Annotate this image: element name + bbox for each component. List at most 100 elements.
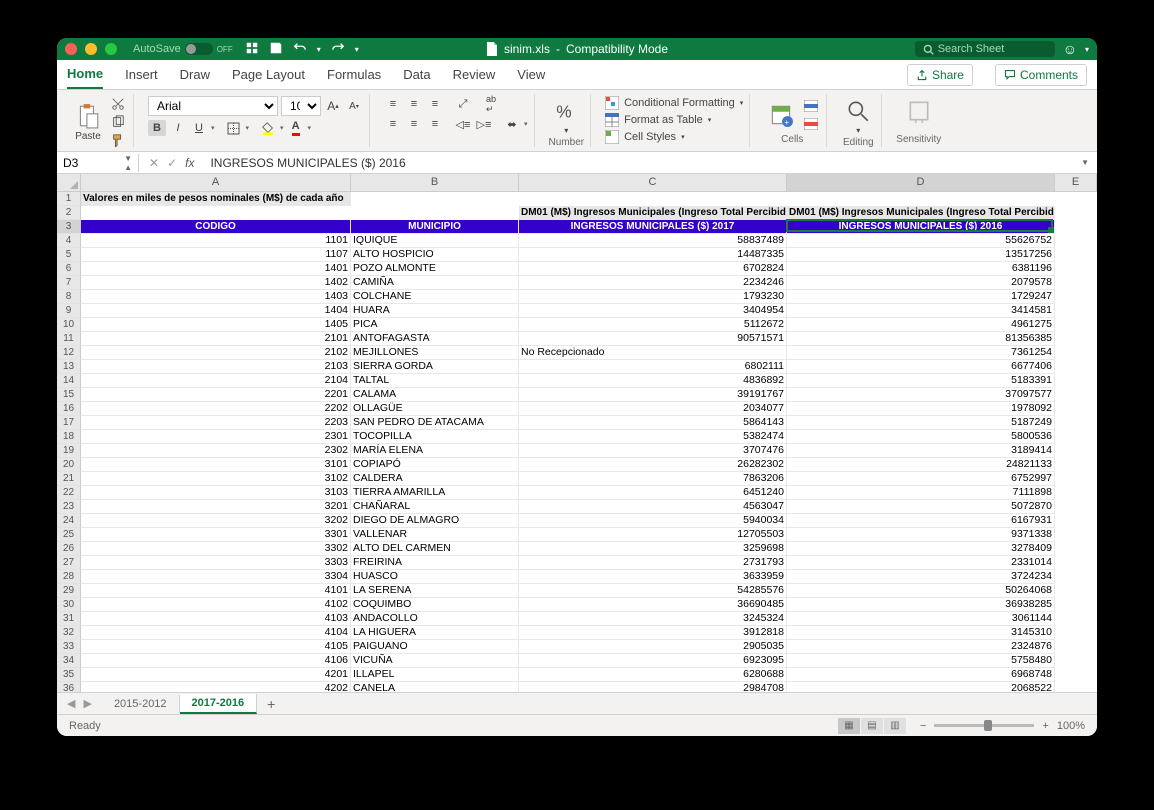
cell-D7[interactable]: 2079578 bbox=[787, 276, 1055, 290]
zoom-slider[interactable] bbox=[934, 724, 1034, 727]
row-header-5[interactable]: 5 bbox=[57, 248, 81, 262]
cell-D4[interactable]: 55626752 bbox=[787, 234, 1055, 248]
wrap-text-icon[interactable]: ab↵ bbox=[482, 96, 500, 112]
cell-D8[interactable]: 1729247 bbox=[787, 290, 1055, 304]
cell-A5[interactable]: 1107 bbox=[81, 248, 351, 262]
cancel-formula-icon[interactable]: ✕ bbox=[149, 156, 159, 170]
align-left-icon[interactable]: ≡ bbox=[384, 116, 402, 132]
zoom-out-button[interactable]: − bbox=[920, 720, 926, 732]
cell-B8[interactable]: COLCHANE bbox=[351, 290, 519, 304]
cell-B36[interactable]: CANELA bbox=[351, 682, 519, 692]
cell-A7[interactable]: 1402 bbox=[81, 276, 351, 290]
share-button[interactable]: Share bbox=[907, 64, 973, 86]
cell-B14[interactable]: TALTAL bbox=[351, 374, 519, 388]
align-middle-icon[interactable]: ≡ bbox=[405, 96, 423, 112]
cell-B32[interactable]: LA HIGUERA bbox=[351, 626, 519, 640]
row-header-32[interactable]: 32 bbox=[57, 626, 81, 640]
row-header-25[interactable]: 25 bbox=[57, 528, 81, 542]
cell-A20[interactable]: 3101 bbox=[81, 458, 351, 472]
row-header-34[interactable]: 34 bbox=[57, 654, 81, 668]
row-header-17[interactable]: 17 bbox=[57, 416, 81, 430]
row-header-30[interactable]: 30 bbox=[57, 598, 81, 612]
cell-C23[interactable]: 4563047 bbox=[519, 500, 787, 514]
bold-button[interactable]: B bbox=[148, 120, 166, 136]
cell-B25[interactable]: VALLENAR bbox=[351, 528, 519, 542]
cell-D15[interactable]: 37097577 bbox=[787, 388, 1055, 402]
cell-C6[interactable]: 6702824 bbox=[519, 262, 787, 276]
cell-D33[interactable]: 2324876 bbox=[787, 640, 1055, 654]
row-header-16[interactable]: 16 bbox=[57, 402, 81, 416]
cell-C25[interactable]: 12705503 bbox=[519, 528, 787, 542]
cell-A32[interactable]: 4104 bbox=[81, 626, 351, 640]
row-header-2[interactable]: 2 bbox=[57, 206, 81, 220]
copy-icon[interactable] bbox=[109, 114, 127, 130]
select-all-corner[interactable] bbox=[57, 174, 81, 192]
page-layout-view-icon[interactable]: ▤ bbox=[861, 718, 883, 734]
fx-icon[interactable]: fx bbox=[185, 156, 194, 170]
tab-review[interactable]: Review bbox=[453, 61, 496, 88]
cell-B19[interactable]: MARÍA ELENA bbox=[351, 444, 519, 458]
cell-B12[interactable]: MEJILLONES bbox=[351, 346, 519, 360]
cell-D25[interactable]: 9371338 bbox=[787, 528, 1055, 542]
cell-C24[interactable]: 5940034 bbox=[519, 514, 787, 528]
increase-font-icon[interactable]: A▴ bbox=[324, 98, 342, 114]
cell-D26[interactable]: 3278409 bbox=[787, 542, 1055, 556]
comments-button[interactable]: Comments bbox=[995, 64, 1087, 86]
cell-A28[interactable]: 3304 bbox=[81, 570, 351, 584]
cell-A3[interactable]: CODIGO bbox=[81, 220, 351, 234]
tab-data[interactable]: Data bbox=[403, 61, 430, 88]
cell-C17[interactable]: 5864143 bbox=[519, 416, 787, 430]
row-header-7[interactable]: 7 bbox=[57, 276, 81, 290]
cell-B17[interactable]: SAN PEDRO DE ATACAMA bbox=[351, 416, 519, 430]
tab-page-layout[interactable]: Page Layout bbox=[232, 61, 305, 88]
row-header-15[interactable]: 15 bbox=[57, 388, 81, 402]
cell-B7[interactable]: CAMIÑA bbox=[351, 276, 519, 290]
decrease-font-icon[interactable]: A▾ bbox=[345, 98, 363, 114]
cell-C2[interactable]: DM01 (M$) Ingresos Municipales (Ingreso … bbox=[519, 206, 787, 220]
cell-C14[interactable]: 4836892 bbox=[519, 374, 787, 388]
cell-A1[interactable]: Valores en miles de pesos nominales (M$)… bbox=[81, 192, 351, 206]
cell-A16[interactable]: 2202 bbox=[81, 402, 351, 416]
cells-area[interactable]: Valores en miles de pesos nominales (M$)… bbox=[81, 192, 1097, 692]
undo-dropdown-icon[interactable]: ▾ bbox=[317, 45, 321, 54]
cell-D36[interactable]: 2068522 bbox=[787, 682, 1055, 692]
cell-A15[interactable]: 2201 bbox=[81, 388, 351, 402]
column-header-A[interactable]: A bbox=[81, 174, 351, 192]
column-header-E[interactable]: E bbox=[1055, 174, 1097, 192]
cell-D24[interactable]: 6167931 bbox=[787, 514, 1055, 528]
row-header-33[interactable]: 33 bbox=[57, 640, 81, 654]
cell-A4[interactable]: 1101 bbox=[81, 234, 351, 248]
row-header-11[interactable]: 11 bbox=[57, 332, 81, 346]
cell-B31[interactable]: ANDACOLLO bbox=[351, 612, 519, 626]
row-header-6[interactable]: 6 bbox=[57, 262, 81, 276]
undo-icon[interactable] bbox=[293, 41, 307, 58]
autosave-toggle[interactable]: AutoSave OFF bbox=[133, 43, 233, 55]
editing-button[interactable]: ▾ bbox=[841, 96, 875, 137]
cell-D17[interactable]: 5187249 bbox=[787, 416, 1055, 430]
sheet-prev-icon[interactable]: ◀ bbox=[67, 697, 75, 710]
row-header-28[interactable]: 28 bbox=[57, 570, 81, 584]
cell-C33[interactable]: 2905035 bbox=[519, 640, 787, 654]
row-header-20[interactable]: 20 bbox=[57, 458, 81, 472]
cell-A33[interactable]: 4105 bbox=[81, 640, 351, 654]
zoom-in-button[interactable]: + bbox=[1042, 720, 1048, 732]
cell-D32[interactable]: 3145310 bbox=[787, 626, 1055, 640]
fill-color-icon[interactable] bbox=[259, 120, 277, 136]
redo-dropdown-icon[interactable]: ▾ bbox=[355, 45, 359, 54]
insert-cells-button[interactable]: + bbox=[764, 100, 798, 130]
row-header-12[interactable]: 12 bbox=[57, 346, 81, 360]
cell-C18[interactable]: 5382474 bbox=[519, 430, 787, 444]
cell-A9[interactable]: 1404 bbox=[81, 304, 351, 318]
cell-B23[interactable]: CHAÑARAL bbox=[351, 500, 519, 514]
cell-C15[interactable]: 39191767 bbox=[519, 388, 787, 402]
tab-formulas[interactable]: Formulas bbox=[327, 61, 381, 88]
number-format-button[interactable]: % ▾ bbox=[549, 96, 583, 137]
align-bottom-icon[interactable]: ≡ bbox=[426, 96, 444, 112]
cell-A11[interactable]: 2101 bbox=[81, 332, 351, 346]
align-center-icon[interactable]: ≡ bbox=[405, 116, 423, 132]
row-header-4[interactable]: 4 bbox=[57, 234, 81, 248]
row-header-10[interactable]: 10 bbox=[57, 318, 81, 332]
cell-C26[interactable]: 3259698 bbox=[519, 542, 787, 556]
cell-C30[interactable]: 36690485 bbox=[519, 598, 787, 612]
underline-button[interactable]: U bbox=[190, 120, 208, 136]
